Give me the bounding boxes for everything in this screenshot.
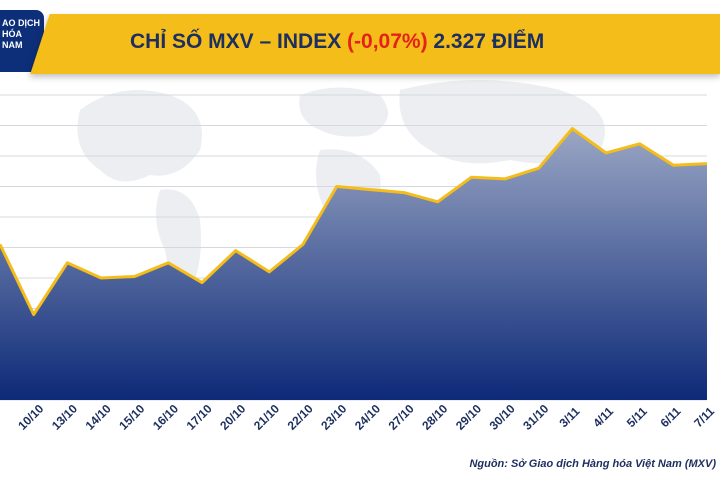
- x-tick-label: 4/11: [590, 404, 616, 430]
- title-prefix: CHỈ SỐ MXV – INDEX: [130, 30, 348, 53]
- source-note: Nguồn: Sở Giao dịch Hàng hóa Việt Nam (M…: [469, 458, 716, 470]
- x-tick-label: 24/10: [352, 401, 383, 432]
- x-tick-label: 7/11: [691, 404, 717, 430]
- x-tick-label: 15/10: [116, 401, 147, 432]
- x-tick-label: 3/11: [557, 404, 583, 430]
- series-line: [0, 127, 708, 317]
- x-tick-label: 13/10: [49, 401, 80, 432]
- x-tick-label: 10/10: [15, 401, 46, 432]
- x-tick-label: 23/10: [318, 401, 349, 432]
- x-tick-label: 14/10: [83, 401, 114, 432]
- chart-title: CHỈ SỐ MXV – INDEX (-0,07%) 2.327 ĐIỂM: [130, 30, 544, 60]
- x-tick-label: 5/11: [624, 404, 650, 430]
- x-tick-label: 17/10: [184, 401, 215, 432]
- x-tick-label: 21/10: [251, 401, 282, 432]
- x-tick-label: 30/10: [487, 401, 518, 432]
- title-change-percent: (-0,07%): [347, 30, 428, 53]
- x-tick-label: 16/10: [150, 401, 181, 432]
- x-tick-label: 29/10: [453, 401, 484, 432]
- logo-line-3: NAM: [2, 40, 23, 50]
- x-tick-label: 27/10: [386, 401, 417, 432]
- x-axis-tick-labels: 10/10 13/10 14/10 15/10 16/10 17/10 20/10 21/10…: [15, 401, 717, 432]
- x-tick-label: 28/10: [419, 401, 450, 432]
- logo-line-1: AO DỊCH: [2, 18, 40, 28]
- area-fill: [0, 128, 707, 400]
- x-tick-label: 31/10: [520, 401, 551, 432]
- logo-line-2: HÓA: [2, 29, 22, 39]
- x-tick-label: 20/10: [217, 401, 248, 432]
- x-tick-label: 6/11: [658, 404, 684, 430]
- title-suffix: 2.327 ĐIỂM: [427, 30, 545, 53]
- x-tick-label: 22/10: [285, 401, 316, 432]
